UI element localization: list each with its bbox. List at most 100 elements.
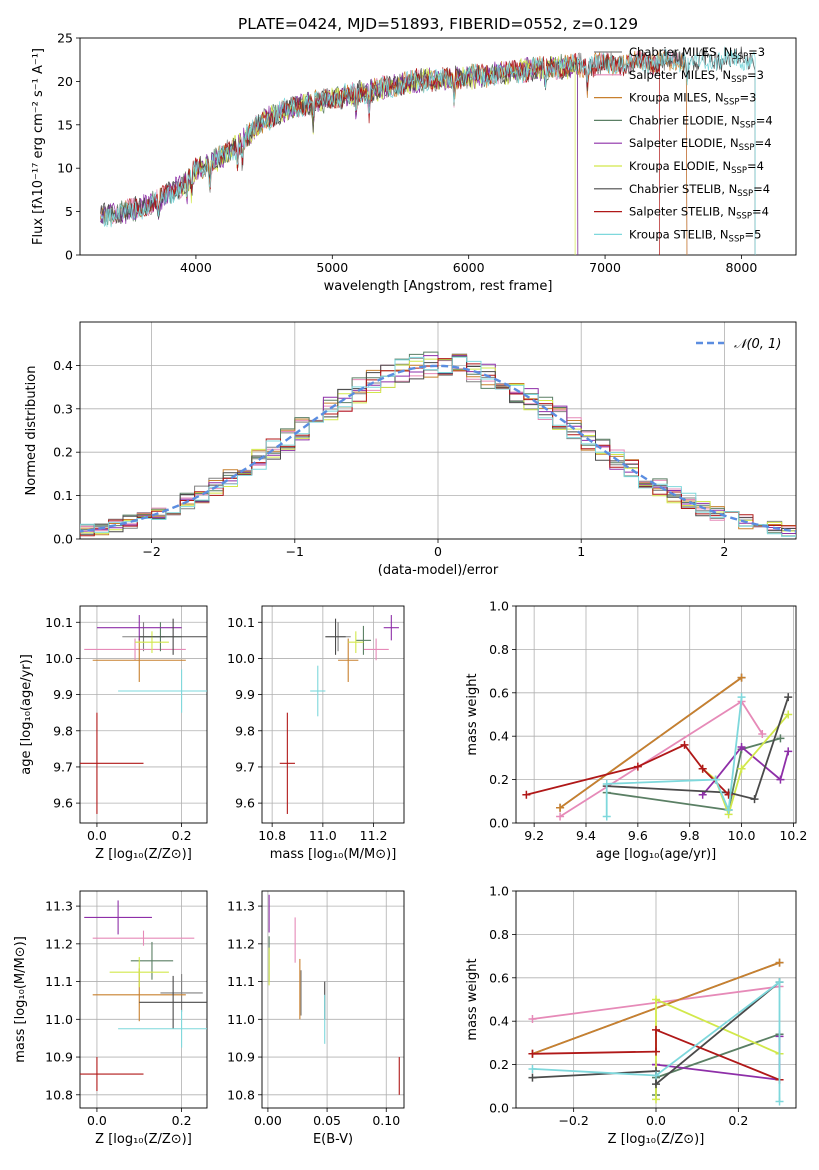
point-marker bbox=[698, 764, 707, 773]
errorbar-kroupa_stelib bbox=[310, 665, 326, 717]
axes-frame bbox=[79, 321, 797, 540]
y-tick-label: 15 bbox=[57, 117, 73, 132]
y-tick-label: 10 bbox=[57, 161, 73, 176]
x-tick-label: 9.6 bbox=[628, 828, 648, 843]
point-marker bbox=[528, 1073, 537, 1082]
y-tick-label: 0.0 bbox=[53, 532, 73, 547]
spectrum-series-salpeter_elodie bbox=[100, 56, 579, 255]
y-axis-label: mass [log₁₀(M/M⊙)] bbox=[13, 936, 28, 1063]
y-tick-label: 0.0 bbox=[489, 1101, 509, 1116]
point-marker bbox=[652, 1095, 660, 1104]
errorbar-chabrier_stelib bbox=[139, 975, 207, 1029]
series-salpeter_stelib bbox=[522, 740, 733, 799]
x-tick-label: 8000 bbox=[726, 260, 758, 275]
spectrum-series-kroupa_stelib bbox=[100, 46, 756, 255]
point-marker bbox=[784, 693, 793, 702]
axes-residuals: −2 −1 0 1 2 0.0 0.1 0.2 0.3 0.4 (data-model)/error… bbox=[24, 321, 797, 578]
point-marker bbox=[775, 958, 784, 967]
axes-mass_weight_vs_Z: −0.2 0.0 0.2 0.0 0.2 0.4 0.6 0.8 1.0 Z [log₁₀(Z/Z… bbox=[465, 884, 797, 1147]
y-tick-label: 0.1 bbox=[53, 488, 73, 503]
x-tick-label: 7000 bbox=[589, 260, 621, 275]
series-chabrier_elodie bbox=[602, 734, 785, 814]
point-marker bbox=[528, 1049, 537, 1058]
plot-area-mass_weight_vs_Z bbox=[528, 958, 784, 1106]
errorbar-salpeter_miles bbox=[92, 930, 195, 946]
y-tick-label: 11.0 bbox=[45, 1012, 73, 1027]
x-tick-label: 10.8 bbox=[258, 828, 286, 843]
point-marker bbox=[602, 812, 611, 821]
point-marker bbox=[602, 779, 611, 788]
errorbar-kroupa_miles bbox=[338, 638, 359, 682]
point-marker bbox=[680, 740, 689, 749]
y-tick-label: 0 bbox=[65, 248, 73, 263]
x-tick-label: 9.4 bbox=[576, 828, 596, 843]
y-tick-label: 11.1 bbox=[45, 974, 73, 989]
y-tick-label: 0.6 bbox=[489, 685, 509, 700]
point-marker bbox=[652, 1080, 660, 1089]
point-marker bbox=[633, 762, 642, 771]
plot-area-spectrum bbox=[100, 46, 756, 255]
errorbar-salpeter_elodie bbox=[84, 900, 152, 935]
errorbar-salpeter_elodie bbox=[383, 615, 399, 641]
point-marker bbox=[784, 747, 793, 756]
legend-entry: Kroupa STELIB, NSSP=5 bbox=[629, 227, 761, 244]
legend-entry: Chabrier MILES, NSSP=3 bbox=[629, 45, 765, 62]
errorbar-chabrier_stelib bbox=[139, 618, 207, 655]
point-marker bbox=[652, 1047, 660, 1056]
spectrum-series-chabrier_elodie bbox=[100, 53, 579, 255]
spectrum-legend: Chabrier MILES, NSSP=3 Salpeter MILES, NS… bbox=[594, 45, 773, 244]
errorbar-salpeter_stelib bbox=[80, 1057, 144, 1092]
point-marker bbox=[776, 775, 785, 784]
point-marker bbox=[652, 1071, 660, 1080]
series-kroupa_miles bbox=[556, 673, 746, 812]
normal-curve bbox=[80, 364, 796, 533]
x-tick-label: −1 bbox=[286, 544, 304, 559]
errorbar-salpeter_stelib bbox=[279, 712, 295, 814]
y-tick-label: 1.0 bbox=[489, 599, 509, 614]
y-axis-label: Flux [fλ10⁻¹⁷ erg cm⁻² s⁻¹ A⁻¹] bbox=[31, 48, 46, 245]
legend-entry: Salpeter ELODIE, NSSP=4 bbox=[629, 136, 772, 153]
errorbar-chabrier_elodie bbox=[130, 941, 174, 980]
x-tick-label: −2 bbox=[142, 544, 160, 559]
y-tick-label: 11.3 bbox=[227, 899, 255, 914]
point-marker bbox=[522, 790, 531, 799]
axes-frame bbox=[261, 605, 405, 824]
y-tick-label: 10.9 bbox=[227, 1050, 255, 1065]
y-axis-label: mass weight bbox=[465, 958, 480, 1040]
x-axis-label: (data-model)/error bbox=[378, 563, 499, 578]
y-tick-label: 5 bbox=[65, 204, 73, 219]
y-tick-label: 0.2 bbox=[489, 772, 509, 787]
errorbar-kroupa_elodie bbox=[348, 631, 364, 654]
y-axis-label: Normed distribution bbox=[24, 366, 39, 496]
plot-area-age_vs_mass bbox=[279, 615, 399, 814]
point-marker bbox=[724, 805, 733, 814]
series-salpeter_elodie bbox=[698, 743, 793, 799]
errorbar-chabrier_miles bbox=[160, 974, 203, 1012]
legend-entry: Chabrier ELODIE, NSSP=4 bbox=[629, 113, 773, 130]
y-tick-label: 10.8 bbox=[45, 1087, 73, 1102]
y-tick-label: 10.8 bbox=[227, 1087, 255, 1102]
x-axis-label: Z [log₁₀(Z/Z⊙)] bbox=[95, 847, 192, 862]
point-marker bbox=[737, 673, 746, 682]
axes-spectrum: 4000 5000 6000 7000 8000 0 5 10 15 20 25 wavelength… bbox=[31, 31, 797, 294]
y-tick-label: 0.2 bbox=[53, 445, 73, 460]
axes-age_vs_Z: 0.0 0.2 9.6 9.7 9.8 9.9 10.0 10.1 Z [log₁₀(Z/Z⊙)… bbox=[19, 605, 208, 862]
x-axis-label: age [log₁₀(age/yr)] bbox=[596, 847, 717, 862]
y-tick-label: 10.0 bbox=[45, 651, 73, 666]
y-tick-label: 0.3 bbox=[53, 401, 73, 416]
y-tick-label: 9.6 bbox=[235, 796, 255, 811]
y-tick-label: 10.9 bbox=[45, 1050, 73, 1065]
x-tick-label: 0.0 bbox=[87, 828, 107, 843]
point-marker bbox=[528, 1064, 537, 1073]
errorbar-kroupa_stelib bbox=[118, 669, 207, 713]
histogram-kroupa_stelib bbox=[80, 356, 796, 537]
series-kroupa_elodie bbox=[652, 995, 784, 1104]
x-tick-label: 2 bbox=[720, 544, 728, 559]
y-tick-label: 11.0 bbox=[227, 1012, 255, 1027]
y-tick-label: 0.4 bbox=[53, 358, 73, 373]
y-tick-label: 11.3 bbox=[45, 899, 73, 914]
errorbar-salpeter_elodie bbox=[96, 615, 182, 641]
y-tick-label: 0.4 bbox=[489, 729, 509, 744]
y-tick-label: 9.9 bbox=[53, 687, 73, 702]
x-tick-label: 0.2 bbox=[172, 1113, 192, 1128]
